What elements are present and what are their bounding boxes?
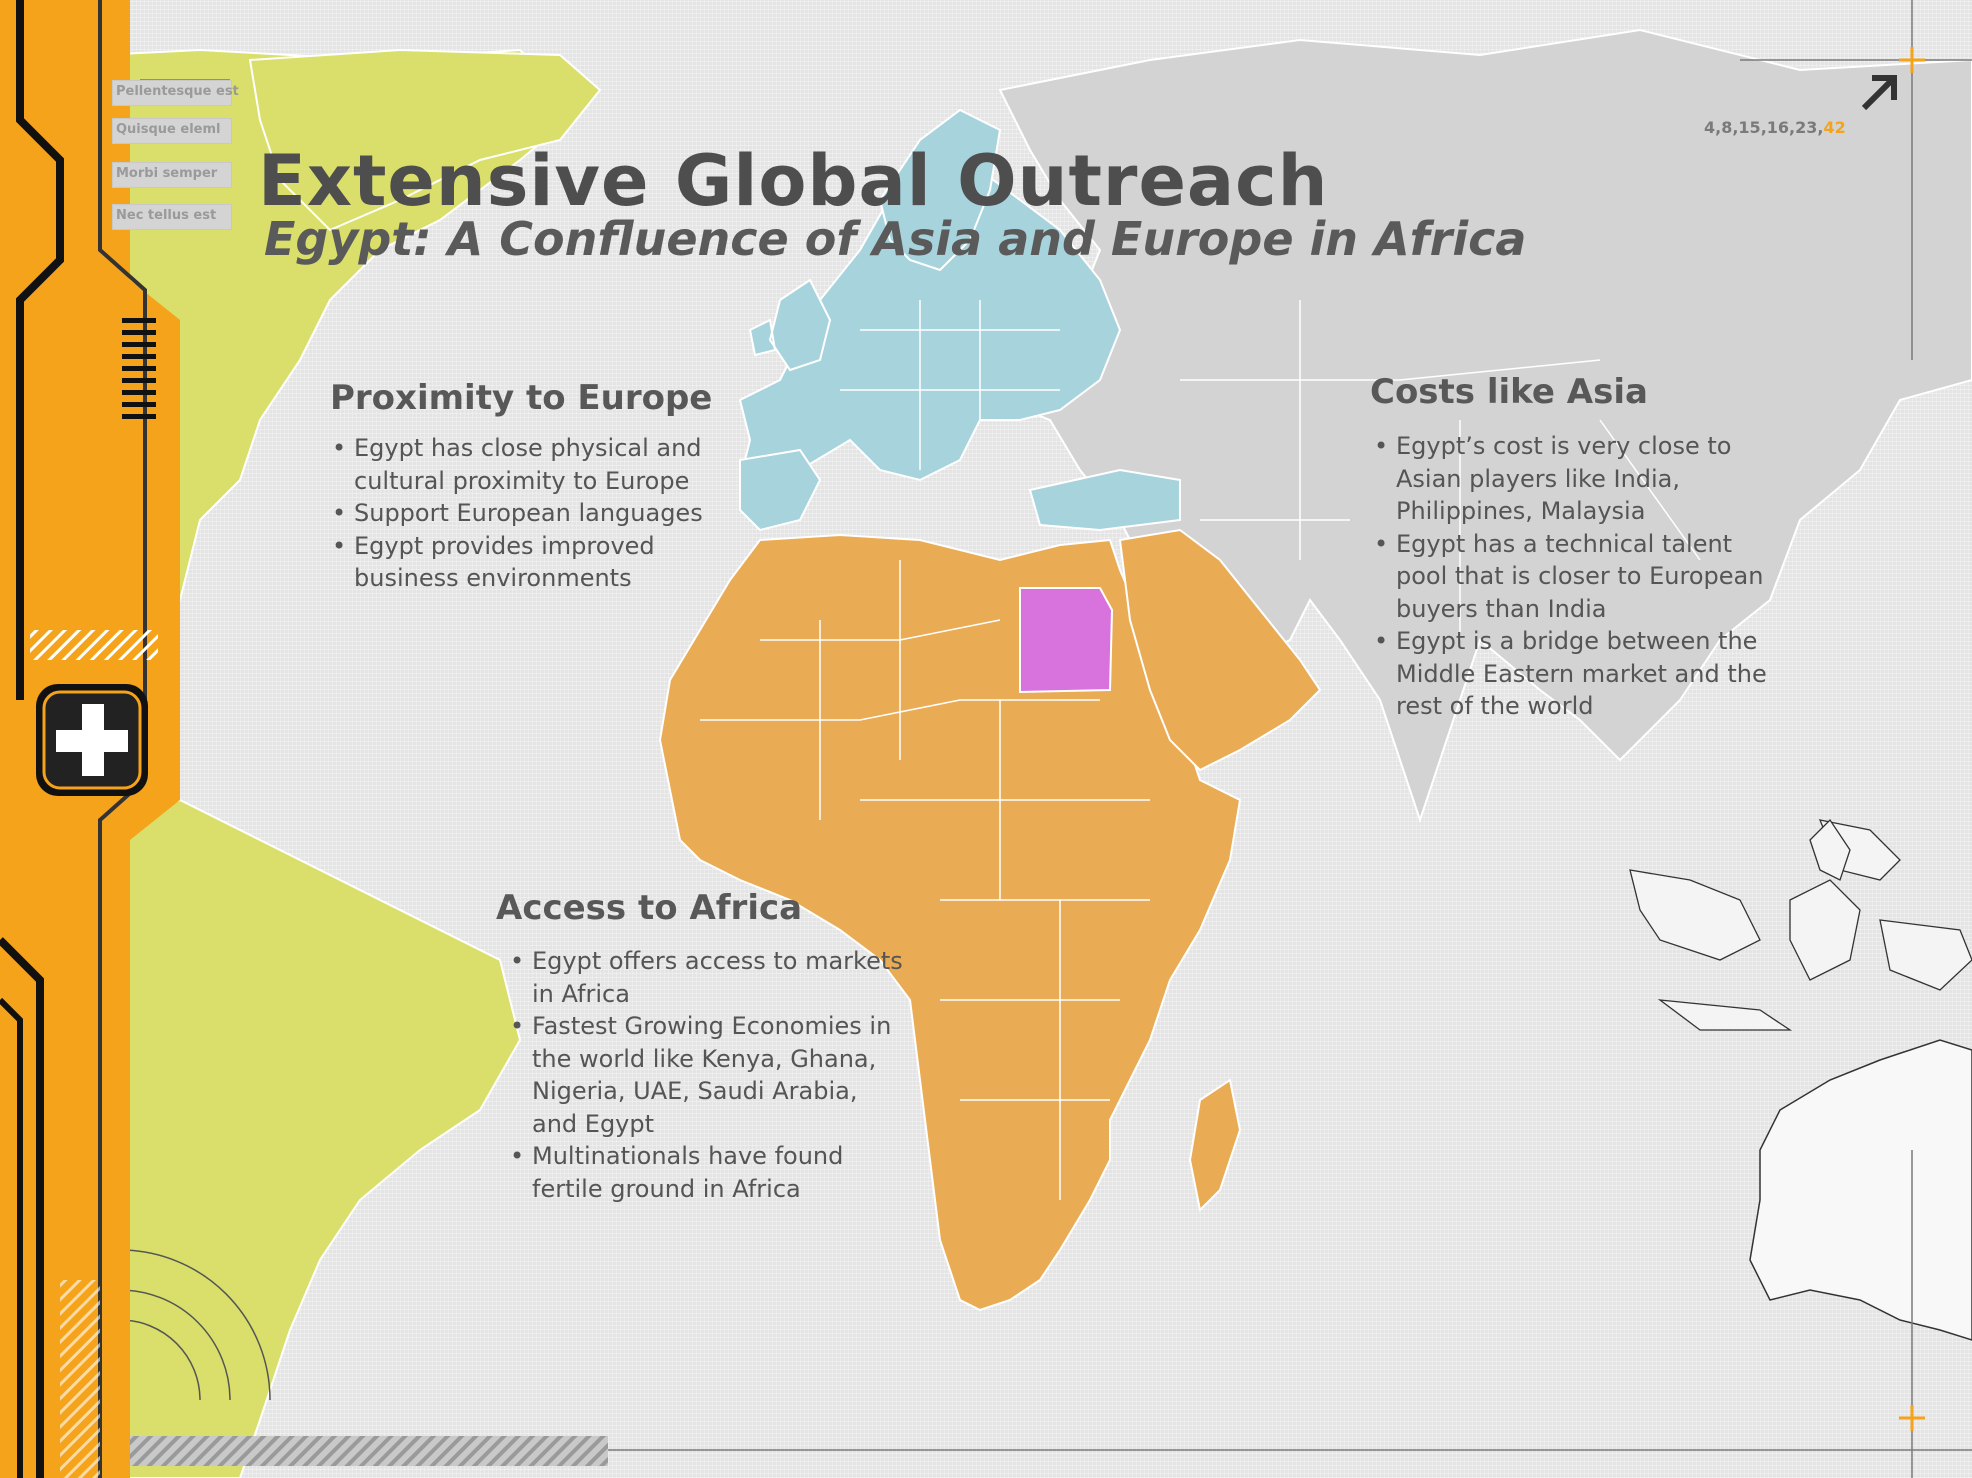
se-asia-islands [1629, 819, 1972, 1031]
page-title: Extensive Global Outreach [258, 140, 1329, 222]
plus-icon [56, 704, 128, 776]
asia-bullet-list: Egypt’s cost is very close to Asian play… [1372, 430, 1772, 723]
scandinavia [878, 108, 1002, 272]
africa-bullet: Multinationals have found fertile ground… [508, 1140, 908, 1205]
page-code: 4,8,15,16,23,42 [1704, 118, 1846, 137]
arrow-up-right-icon[interactable] [1858, 70, 1902, 114]
egypt-highlight [1019, 587, 1114, 694]
africa-bullet: Fastest Growing Economies in the world l… [508, 1010, 908, 1140]
africa-bullet-list: Egypt offers access to markets in Africa… [508, 945, 908, 1205]
page-subtitle: Egypt: A Confluence of Asia and Europe i… [264, 212, 1527, 266]
page-code-numbers: 4,8,15,16,23, [1704, 118, 1824, 137]
africa-bullet: Egypt offers access to markets in Africa [508, 945, 908, 1010]
add-button[interactable] [32, 680, 152, 800]
australia-landmass [1749, 1039, 1972, 1341]
europe-bullet: Egypt has close physical and cultural pr… [330, 432, 710, 497]
side-menu-item-box [112, 118, 232, 144]
europe-bullet-list: Egypt has close physical and cultural pr… [330, 432, 710, 595]
iberia [739, 448, 822, 532]
madagascar [1188, 1078, 1242, 1213]
europe-bullet: Support European languages [330, 497, 710, 530]
arabian-peninsula [1118, 528, 1322, 772]
europe-section-heading: Proximity to Europe [330, 378, 713, 418]
side-menu-item[interactable]: Quisque eleml [116, 122, 221, 137]
europe-landmass [738, 148, 1122, 502]
asia-section-heading: Costs like Asia [1370, 372, 1648, 412]
bottom-stripe-bar [128, 1436, 608, 1466]
africa-borders [700, 560, 1150, 1200]
africa-section-heading: Access to Africa [496, 888, 803, 928]
greenland [248, 48, 602, 232]
europe-borders [840, 300, 1060, 470]
side-menu-item-box [112, 204, 232, 230]
asia-bullet: Egypt is a bridge between the Middle Eas… [1372, 625, 1772, 723]
side-menu-item-box [112, 162, 232, 188]
side-menu-item-box [112, 80, 232, 106]
british-isles [748, 278, 832, 372]
europe-bullet: Egypt provides improved business environ… [330, 530, 710, 595]
philippines-islands [1809, 818, 1851, 881]
asia-bullet: Egypt has a technical talent pool that i… [1372, 528, 1772, 626]
crosshair-icon [1899, 47, 1925, 1431]
side-menu-item[interactable]: Pellentesque est [116, 84, 239, 99]
asia-bullet: Egypt’s cost is very close to Asian play… [1372, 430, 1772, 528]
side-menu-item[interactable]: Morbi semper [116, 166, 218, 181]
radar-arcs [119, 1249, 271, 1401]
side-menu-item[interactable]: Nec tellus est [116, 208, 217, 223]
turkey [1028, 468, 1181, 532]
page-code-highlight: 42 [1823, 118, 1846, 137]
